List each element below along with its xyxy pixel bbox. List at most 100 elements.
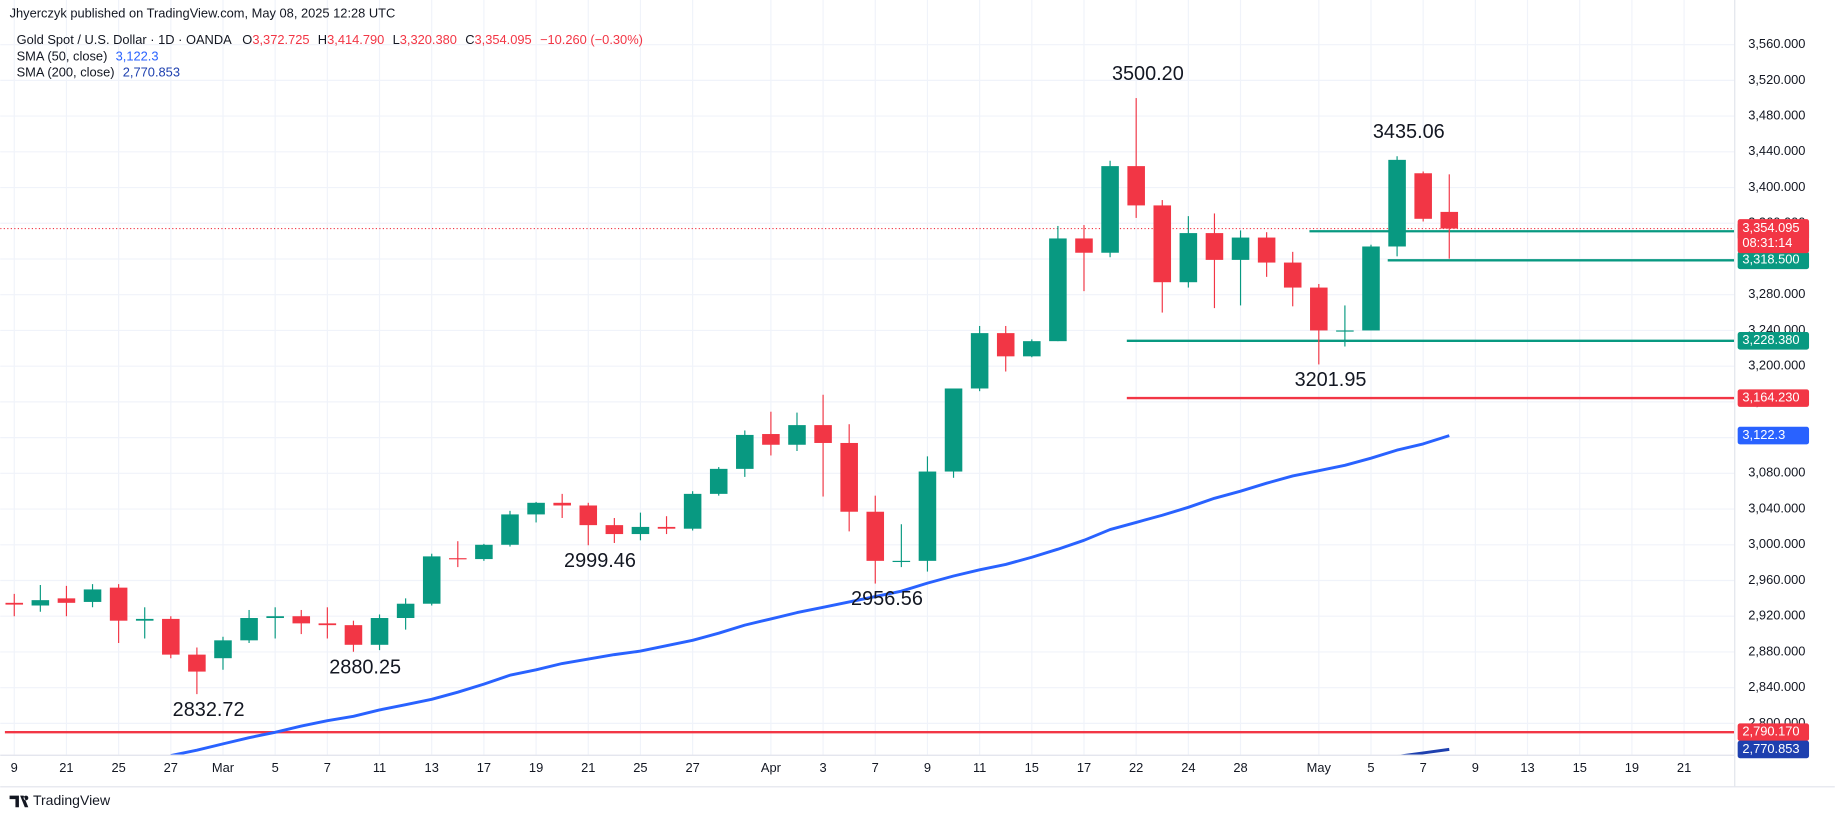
countdown: 08:31:14 <box>1742 235 1792 250</box>
candle-body <box>135 618 154 621</box>
candle-body <box>631 526 650 535</box>
candle-body <box>501 514 519 545</box>
candle-body <box>5 602 24 605</box>
x-tick-label: 21 <box>1677 760 1691 775</box>
x-tick-label: 5 <box>1367 760 1374 775</box>
price-tags: 3,351.0803,318.5003,228.3803,164.2302,79… <box>1737 219 1810 759</box>
candle-body <box>1414 173 1432 219</box>
candle-body <box>396 603 415 619</box>
candle-body <box>1440 211 1459 229</box>
ohlc-key: O <box>242 32 252 47</box>
candle-body <box>683 493 702 529</box>
x-tick-label: 7 <box>324 760 331 775</box>
plot-area: 3500.20 3435.06 3201.95 2999.46 2956.56 2880.… <box>0 63 1735 755</box>
level-tag: 3,164.230 <box>1742 390 1799 405</box>
level-tag: 2,790.170 <box>1742 724 1799 739</box>
x-tick-label: 13 <box>425 760 439 775</box>
candle-body <box>240 618 258 641</box>
x-tick-label: 9 <box>924 760 931 775</box>
ohlc-key: H <box>318 32 327 47</box>
x-tick-label: 27 <box>685 760 699 775</box>
candle-body <box>188 654 206 672</box>
candle-body <box>449 558 467 560</box>
legend-name: SMA (200, close) <box>17 65 115 80</box>
candle-body <box>1205 233 1224 260</box>
candle-body <box>370 618 389 645</box>
change: −10.260 (−0.30%) <box>540 32 643 47</box>
x-tick-label: 15 <box>1573 760 1587 775</box>
candle-body <box>553 502 571 506</box>
candle-body <box>866 511 885 561</box>
x-tick-label: 28 <box>1233 760 1247 775</box>
symbol: Gold Spot / U.S. Dollar · 1D · OANDA <box>17 32 233 47</box>
y-tick-label: 3,520.000 <box>1748 72 1805 87</box>
candle-body <box>1310 287 1328 331</box>
candle-body <box>57 598 76 603</box>
sma-tag-bg <box>1737 740 1810 759</box>
candle-body <box>1075 238 1093 253</box>
published-note: Jhyerczyk published on TradingView.com, … <box>10 5 396 20</box>
sma-tag-bg <box>1737 426 1810 445</box>
candle-body <box>162 618 180 655</box>
candle-body <box>1153 205 1172 283</box>
candle-body <box>266 616 284 619</box>
candle-body <box>1283 262 1302 288</box>
candle-body <box>292 616 311 624</box>
x-tick-label: 5 <box>272 760 279 775</box>
x-tick-label: 25 <box>111 760 125 775</box>
candle-body <box>970 333 989 389</box>
x-tick-label: 27 <box>164 760 178 775</box>
level-tag-bg <box>1737 723 1810 741</box>
footer: TradingView <box>9 792 111 808</box>
candle-body <box>1023 341 1041 357</box>
y-tick-label: 3,400.000 <box>1748 179 1805 194</box>
candle-body <box>318 623 337 626</box>
level-tag-bg <box>1737 251 1810 270</box>
x-tick-label: May <box>1307 760 1332 775</box>
y-tick-label: 2,880.000 <box>1748 643 1805 658</box>
ohlc-key: C <box>465 32 474 47</box>
candle-body <box>83 589 102 602</box>
ohlc-value: 3,372.725 <box>252 32 309 47</box>
candle-body <box>1049 238 1067 342</box>
candle-body <box>527 502 545 515</box>
y-tick-label: 3,440.000 <box>1748 143 1805 158</box>
level-tag: 3,318.500 <box>1742 252 1799 267</box>
candle-body <box>214 640 232 659</box>
price-annotation: 2832.72 <box>173 699 245 721</box>
candle-body <box>1127 166 1145 206</box>
x-tick-label: 13 <box>1520 760 1534 775</box>
y-tick-label: 3,080.000 <box>1748 465 1805 480</box>
candle-body <box>918 471 937 561</box>
logo-icon <box>9 795 29 808</box>
x-tick-label: 19 <box>1625 760 1639 775</box>
y-tick-label: 3,200.000 <box>1748 358 1805 373</box>
price-annotation: 3500.20 <box>1112 63 1184 85</box>
symbol-line: Gold Spot / U.S. Dollar · 1D · OANDA O3,… <box>17 32 643 47</box>
footer-brand: TradingView <box>33 792 111 808</box>
y-tick-label: 3,560.000 <box>1748 36 1805 51</box>
ohlc-key: L <box>393 32 400 47</box>
level-tag: 3,228.380 <box>1742 332 1799 347</box>
x-tick-label: 17 <box>477 760 491 775</box>
x-tick-label: 22 <box>1129 760 1143 775</box>
x-tick-label: 7 <box>872 760 879 775</box>
legend: Jhyerczyk published on TradingView.com, … <box>10 5 643 80</box>
sma-tag: 3,122.3 <box>1742 427 1785 442</box>
candle-body <box>736 434 754 469</box>
candle-body <box>31 600 50 606</box>
x-tick-label: 3 <box>820 760 827 775</box>
candle-body <box>657 526 676 529</box>
x-tick-label: 9 <box>11 760 18 775</box>
x-tick-label: Mar <box>212 760 235 775</box>
price-annotation: 2880.25 <box>329 656 401 678</box>
candle-body <box>1231 237 1250 260</box>
x-tick-label: 9 <box>1472 760 1479 775</box>
candle-body <box>422 556 441 604</box>
legend-line: SMA (50, close) 3,122.3 <box>17 49 159 64</box>
candle-body <box>1388 159 1406 247</box>
ohlc-value: 3,354.095 <box>475 32 532 47</box>
x-tick-label: 21 <box>581 760 595 775</box>
